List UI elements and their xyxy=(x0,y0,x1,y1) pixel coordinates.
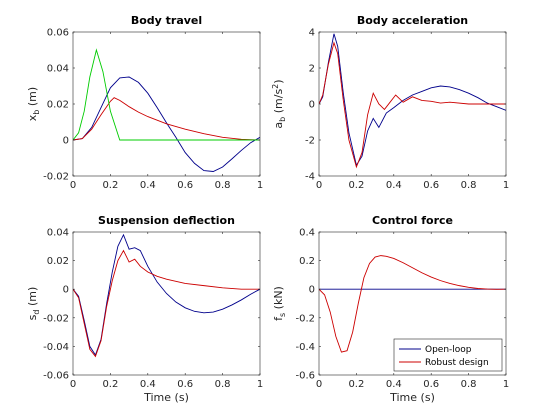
y-axis-label: ab (m/s2) xyxy=(271,79,287,128)
chart-panel-2: 0 0.2 0.4 0.6 0.8 1 -4 -2 0 2 4 Body acceleration ab… xyxy=(271,14,509,191)
x-tick-label: 0.8 xyxy=(215,180,231,191)
y-tick-label: 0 xyxy=(63,136,69,147)
chart-panel-3: 0 0.2 0.4 0.6 0.8 1 -0.06 -0.04 -0.02 0 0.02 0.04 Su… xyxy=(26,214,263,404)
y-tick-label: -0.6 xyxy=(295,371,315,382)
axes-box xyxy=(72,231,261,376)
chart-title: Control force xyxy=(372,214,453,227)
chart-title: Body travel xyxy=(131,14,202,27)
legend-label: Robust design xyxy=(425,358,489,368)
legend-label: Open-loop xyxy=(425,345,472,355)
x-tick-label: 0 xyxy=(316,379,322,390)
chart-title: Suspension deflection xyxy=(98,214,235,227)
x-tick-label: 0.4 xyxy=(386,180,402,191)
series-line-1 xyxy=(73,76,260,172)
x-tick-label: 0.4 xyxy=(386,379,402,390)
axes-box xyxy=(318,231,507,376)
y-tick-label: 0.06 xyxy=(47,28,69,39)
y-tick-label: -0.04 xyxy=(43,342,69,353)
series-line-1 xyxy=(73,233,260,356)
series-line-2 xyxy=(319,41,506,169)
series-line-2 xyxy=(319,255,506,353)
series-line-1 xyxy=(319,33,506,167)
legend-box xyxy=(393,338,503,372)
x-tick-label: 1 xyxy=(503,379,509,390)
y-axis-label: fs (kN) xyxy=(272,286,287,321)
y-tick-label: -0.02 xyxy=(43,172,69,183)
y-tick-label: -2 xyxy=(305,136,315,147)
x-tick-label: 1 xyxy=(503,180,509,191)
x-tick-label: 1 xyxy=(257,379,263,390)
series-line-2 xyxy=(73,97,260,141)
x-tick-label: 0.6 xyxy=(423,379,439,390)
x-tick-label: 0.8 xyxy=(461,379,477,390)
y-tick-label: 0.04 xyxy=(47,64,69,75)
y-tick-label: 0 xyxy=(309,285,315,296)
x-axis-label: Time (s) xyxy=(143,391,189,404)
y-axis-label: sd (m) xyxy=(26,287,41,321)
x-tick-label: 0.4 xyxy=(140,379,156,390)
y-tick-label: 0.02 xyxy=(47,100,69,111)
y-tick-label: -0.06 xyxy=(43,371,69,382)
y-tick-label: 0 xyxy=(309,100,315,111)
x-tick-label: 0.6 xyxy=(177,180,193,191)
x-tick-label: 0 xyxy=(70,379,76,390)
x-tick-label: 0.2 xyxy=(348,180,364,191)
y-tick-label: -0.4 xyxy=(295,342,315,353)
x-tick-label: 0.6 xyxy=(177,379,193,390)
y-tick-label: 0.02 xyxy=(47,256,69,267)
chart-panel-4: 0 0.2 0.4 0.6 0.8 1 -0.6 -0.4 -0.2 0 0.2 0.4 Control… xyxy=(272,214,509,404)
x-tick-label: 0 xyxy=(70,180,76,191)
y-tick-label: 4 xyxy=(309,28,315,39)
y-tick-label: -0.02 xyxy=(43,313,69,324)
x-tick-label: 0.8 xyxy=(215,379,231,390)
x-tick-label: 0.2 xyxy=(348,379,364,390)
x-tick-label: 0.4 xyxy=(140,180,156,191)
x-tick-label: 0.2 xyxy=(102,379,118,390)
x-tick-label: 0.8 xyxy=(461,180,477,191)
y-tick-label: 0 xyxy=(63,285,69,296)
y-tick-label: 0.04 xyxy=(47,228,69,239)
series-line-2 xyxy=(73,249,260,358)
y-axis-label: xb (m) xyxy=(26,87,41,121)
x-tick-label: 0.6 xyxy=(423,180,439,191)
y-tick-label: 0.4 xyxy=(299,228,315,239)
y-tick-label: -4 xyxy=(305,172,315,183)
x-tick-label: 0.2 xyxy=(102,180,118,191)
x-tick-label: 1 xyxy=(257,180,263,191)
x-tick-label: 0 xyxy=(316,180,322,191)
chart-title: Body acceleration xyxy=(357,14,468,27)
y-tick-label: -0.2 xyxy=(295,313,315,324)
y-tick-label: 2 xyxy=(309,64,315,75)
legend: Open-loop Robust design xyxy=(393,338,503,372)
x-axis-label: Time (s) xyxy=(389,391,435,404)
y-tick-label: 0.2 xyxy=(299,256,315,267)
series-line-3 xyxy=(73,48,260,141)
